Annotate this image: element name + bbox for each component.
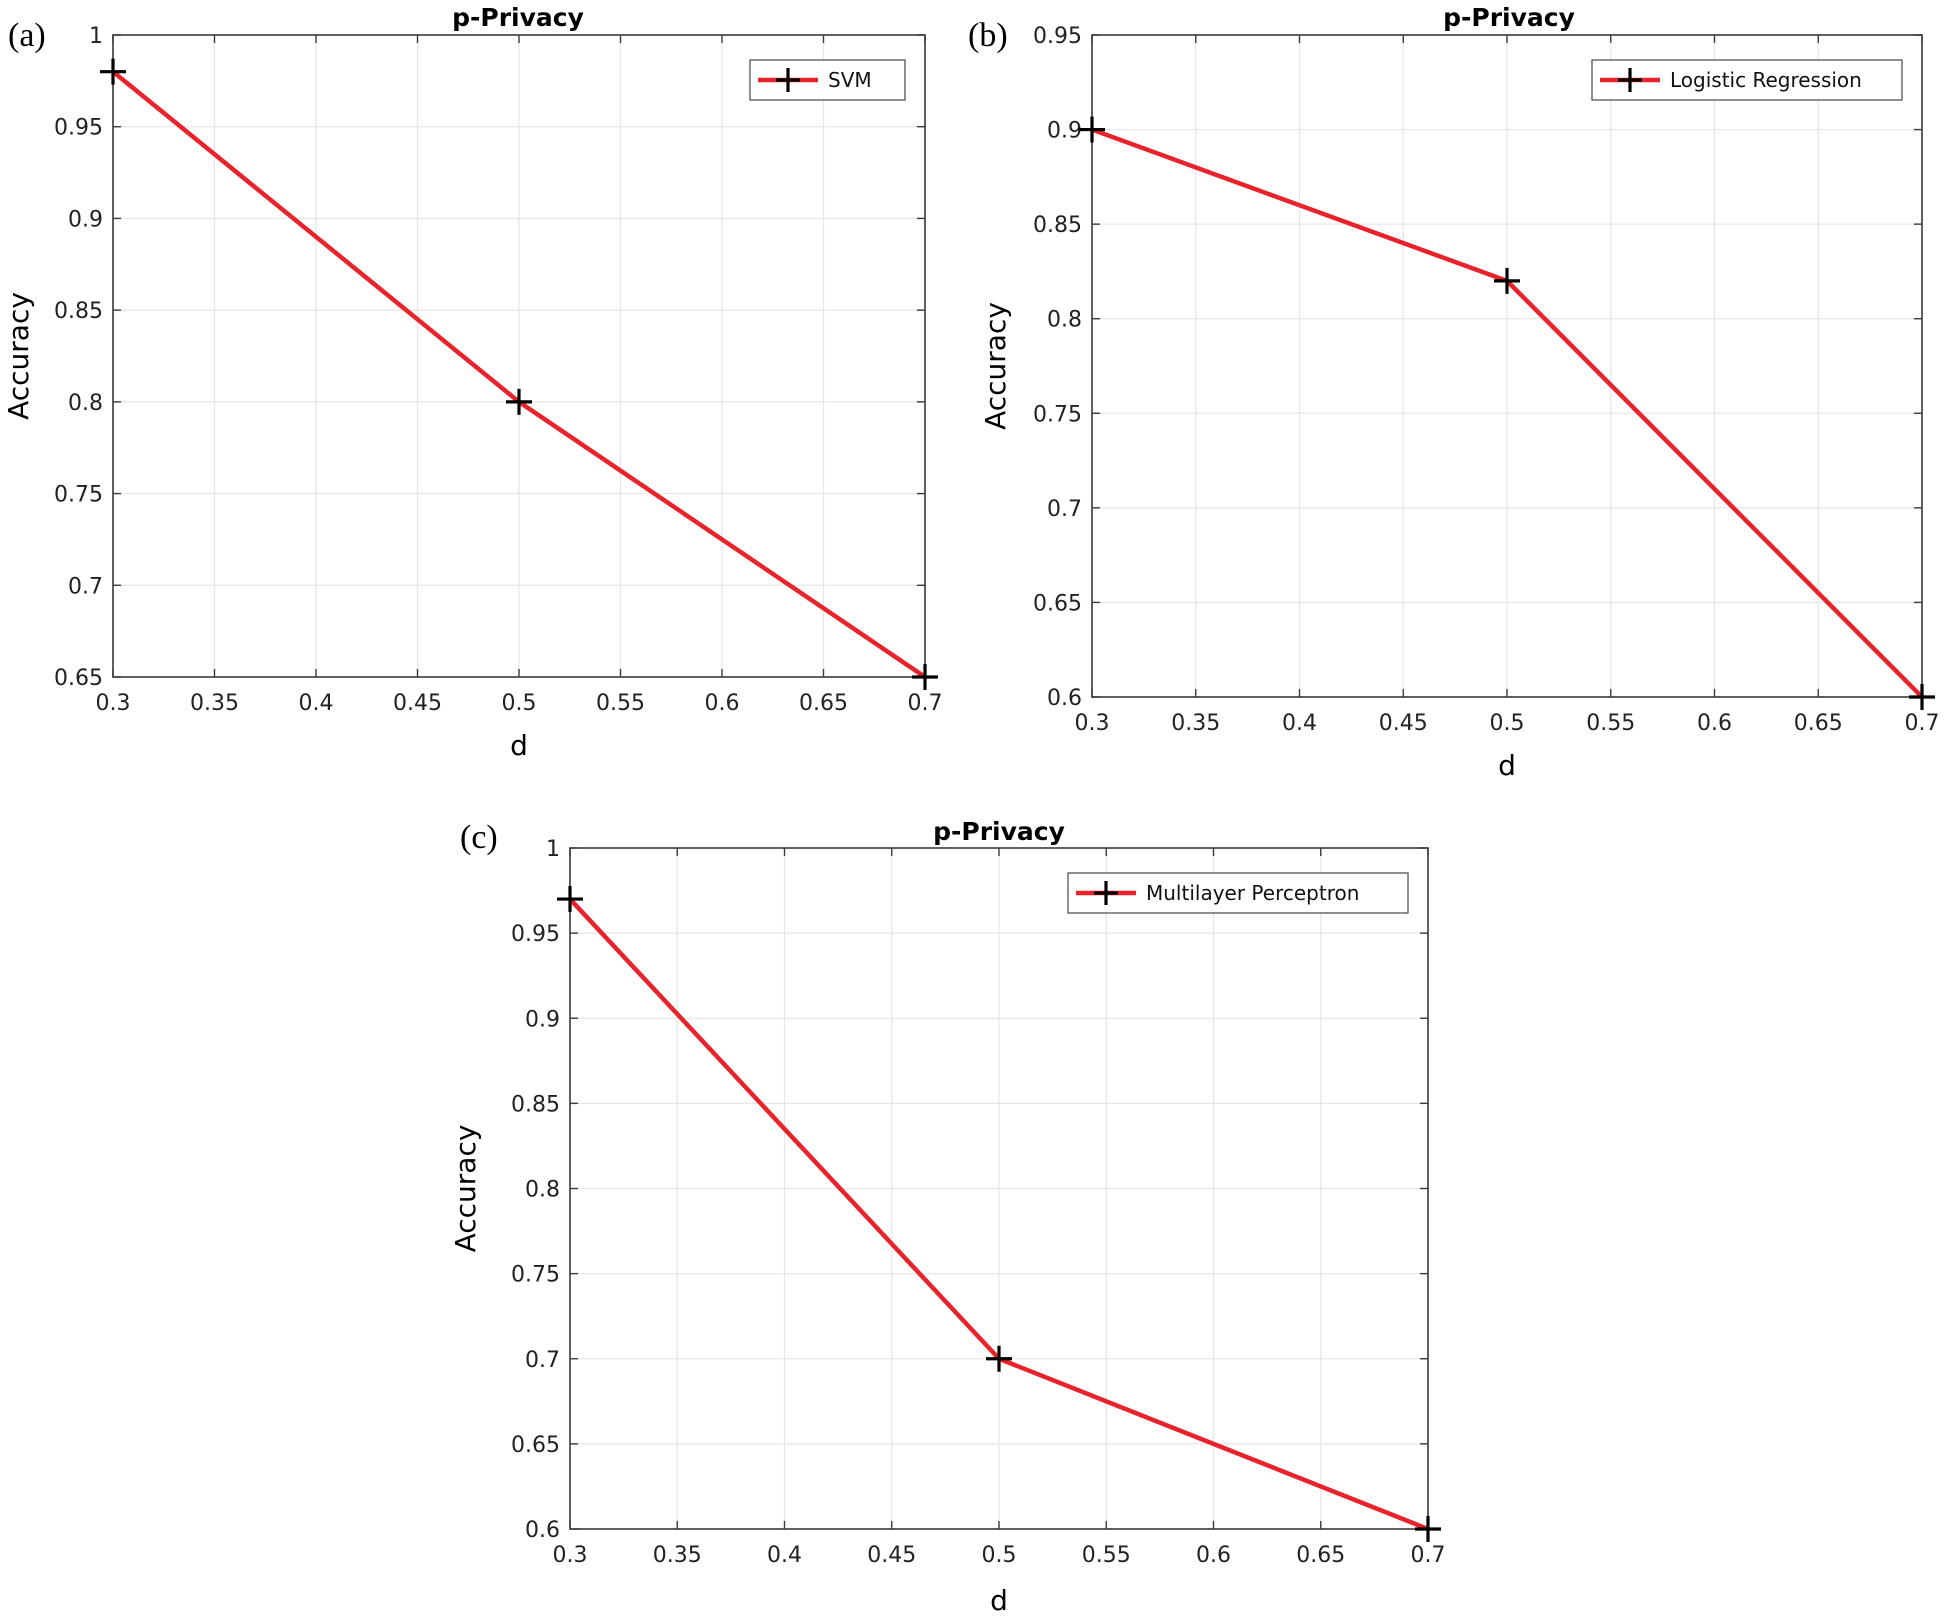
- y-tick-label: 0.6: [525, 1518, 560, 1543]
- y-tick-label: 0.65: [1033, 591, 1082, 616]
- chart-panel-1: 0.3 0.35 0.4 0.45 0.5 0.55 0.6 0.65 0.7 0.65 0.7 0.…: [2, 3, 943, 762]
- x-tick-label: 0.3: [96, 691, 131, 716]
- y-tick-label: 0.85: [54, 299, 103, 324]
- x-tick-label: 0.35: [653, 1543, 702, 1568]
- data-point-marker: [912, 664, 938, 690]
- panel-label: (a): [8, 17, 46, 54]
- data-point-marker: [986, 1345, 1012, 1372]
- legend-entry-label: Multilayer Perceptron: [1146, 881, 1359, 905]
- x-tick-label: 0.5: [982, 1543, 1017, 1568]
- y-tick-label: 0.65: [511, 1433, 560, 1458]
- x-tick-label: 0.55: [1586, 711, 1635, 736]
- x-tick-label: 0.7: [908, 691, 943, 716]
- y-tick-label: 0.95: [1033, 24, 1082, 49]
- data-point-marker: [506, 388, 532, 415]
- x-tick-label: 0.6: [705, 691, 740, 716]
- x-tick-label: 0.7: [1905, 711, 1940, 736]
- x-tick-label: 0.5: [1490, 711, 1525, 736]
- y-tick-label: 0.75: [1033, 402, 1082, 427]
- y-tick-label: 0.85: [1033, 213, 1082, 238]
- x-tick-label: 0.5: [502, 691, 537, 716]
- y-tick-label: 0.85: [511, 1092, 560, 1117]
- y-tick-label: 0.7: [525, 1348, 560, 1373]
- x-tick-label: 0.4: [299, 691, 334, 716]
- legend: Logistic Regression: [1591, 59, 1903, 101]
- y-tick-label: 0.65: [54, 666, 103, 691]
- chart-title: p-Privacy: [933, 817, 1065, 846]
- y-tick-label: 0.75: [511, 1263, 560, 1288]
- x-tick-label: 0.55: [596, 691, 645, 716]
- y-tick-label: 0.8: [1047, 308, 1082, 333]
- y-axis-label: Accuracy: [979, 302, 1012, 430]
- x-tick-label: 0.7: [1411, 1543, 1446, 1568]
- data-point-marker: [1079, 116, 1105, 143]
- x-tick-label: 0.3: [553, 1543, 588, 1568]
- y-tick-label: 1: [89, 24, 103, 49]
- y-tick-label: 1: [546, 837, 560, 862]
- y-tick-label: 0.7: [68, 574, 103, 599]
- data-point-marker: [1909, 684, 1935, 710]
- y-tick-label: 0.9: [525, 1007, 560, 1032]
- x-tick-label: 0.45: [867, 1543, 916, 1568]
- legend: Multilayer Perceptron: [1067, 872, 1409, 914]
- x-tick-label: 0.65: [1794, 711, 1843, 736]
- y-tick-label: 0.7: [1047, 497, 1082, 522]
- y-tick-label: 0.6: [1047, 686, 1082, 711]
- x-tick-label: 0.6: [1196, 1543, 1231, 1568]
- legend-entry-label: Logistic Regression: [1670, 68, 1862, 92]
- x-tick-label: 0.35: [190, 691, 239, 716]
- legend-entry-label: SVM: [828, 68, 872, 92]
- y-axis-label: Accuracy: [449, 1125, 482, 1253]
- panel-label: (c): [460, 819, 498, 856]
- x-tick-label: 0.4: [1282, 711, 1317, 736]
- chart-panel-3: 0.3 0.35 0.4 0.45 0.5 0.55 0.6 0.65 0.7 0.6 0.65 0.…: [449, 817, 1446, 1617]
- x-axis-label: d: [990, 1584, 1008, 1617]
- x-tick-label: 0.45: [393, 691, 442, 716]
- chart-panel-2: 0.3 0.35 0.4 0.45 0.5 0.55 0.6 0.65 0.7 0.6 0.65 0.…: [968, 3, 1940, 782]
- x-tick-label: 0.35: [1171, 711, 1220, 736]
- y-tick-label: 0.75: [54, 483, 103, 508]
- y-axis-label: Accuracy: [2, 292, 35, 420]
- data-point-marker: [100, 58, 126, 85]
- y-tick-label: 0.8: [68, 391, 103, 416]
- x-tick-label: 0.6: [1697, 711, 1732, 736]
- legend: SVM: [749, 59, 906, 101]
- chart-title: p-Privacy: [452, 3, 584, 32]
- data-point-marker: [557, 886, 583, 913]
- x-tick-label: 0.55: [1082, 1543, 1131, 1568]
- x-tick-label: 0.65: [799, 691, 848, 716]
- x-tick-label: 0.3: [1075, 711, 1110, 736]
- data-point-marker: [1415, 1516, 1441, 1542]
- y-tick-label: 0.95: [54, 116, 103, 141]
- y-tick-label: 0.95: [511, 922, 560, 947]
- y-tick-label: 0.9: [68, 207, 103, 232]
- x-tick-label: 0.65: [1296, 1543, 1345, 1568]
- x-axis-label: d: [510, 729, 528, 762]
- data-point-marker: [1494, 267, 1520, 294]
- y-tick-label: 0.9: [1047, 119, 1082, 144]
- chart-title: p-Privacy: [1443, 3, 1575, 32]
- y-tick-label: 0.8: [525, 1178, 560, 1203]
- x-tick-label: 0.4: [767, 1543, 802, 1568]
- x-tick-label: 0.45: [1379, 711, 1428, 736]
- x-axis-label: d: [1498, 749, 1516, 782]
- panel-label: (b): [968, 17, 1008, 54]
